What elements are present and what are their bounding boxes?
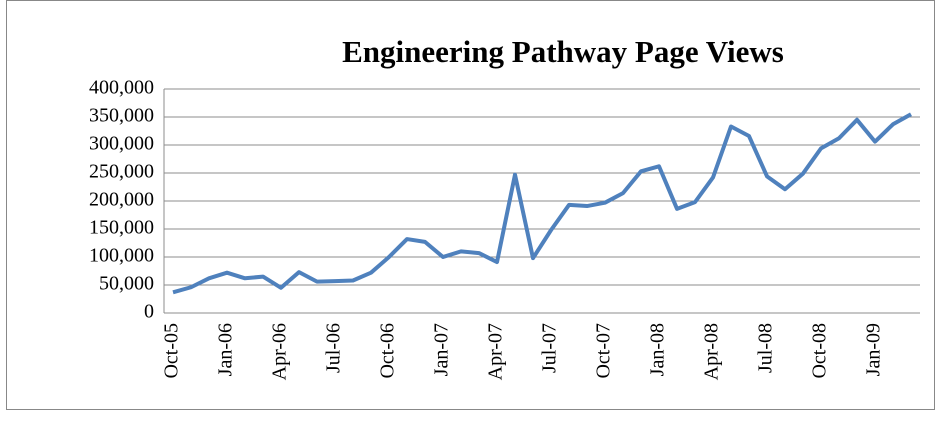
y-tick-label: 150,000 (89, 217, 154, 239)
x-tick-label: Jan-09 (863, 323, 885, 376)
x-tick-label: Jan-06 (215, 323, 237, 376)
x-tick-label: Jul-07 (539, 323, 561, 373)
x-tick-label: Jan-07 (431, 323, 453, 376)
x-tick-label: Oct-05 (161, 323, 183, 379)
y-tick-label: 50,000 (99, 273, 154, 295)
y-tick-label: 250,000 (89, 161, 154, 183)
y-tick-label: 100,000 (89, 245, 154, 267)
y-tick-label: 400,000 (89, 77, 154, 99)
x-tick-label: Apr-08 (701, 323, 723, 380)
x-tick-label: Apr-06 (269, 323, 291, 380)
chart-border (6, 0, 935, 410)
x-tick-label: Oct-06 (377, 323, 399, 379)
y-tick-label: 0 (144, 301, 154, 323)
y-tick-label: 350,000 (89, 105, 154, 127)
x-tick-label: Apr-07 (485, 323, 507, 380)
x-tick-label: Jul-06 (323, 323, 345, 373)
x-tick-label: Oct-07 (593, 323, 615, 379)
y-tick-label: 200,000 (89, 189, 154, 211)
x-tick-label: Jan-08 (647, 323, 669, 376)
y-tick-label: 300,000 (89, 133, 154, 155)
x-tick-label: Oct-08 (809, 323, 831, 379)
chart-title: Engineering Pathway Page Views (342, 34, 784, 69)
x-tick-label: Jul-08 (755, 323, 777, 373)
line-series (172, 112, 912, 295)
